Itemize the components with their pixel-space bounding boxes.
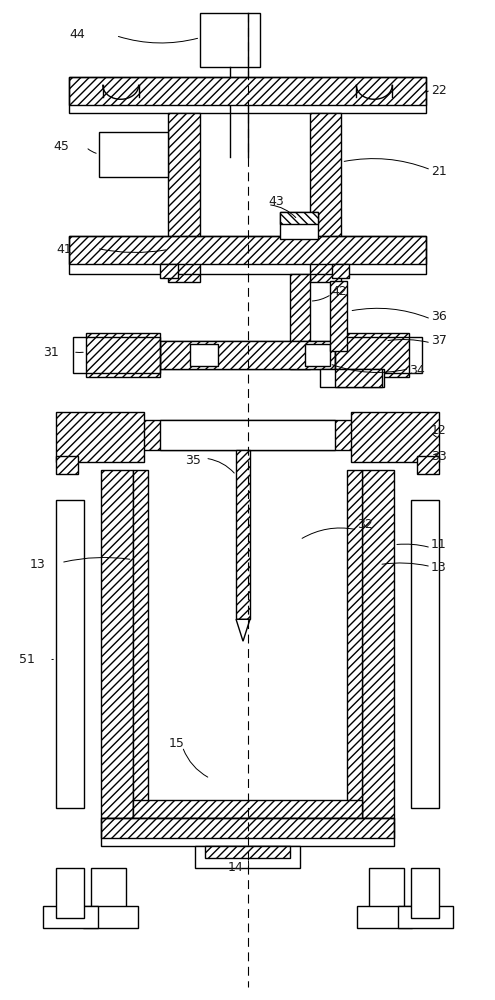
Bar — [56, 868, 84, 918]
Text: 44: 44 — [69, 28, 85, 41]
Bar — [133, 800, 362, 818]
Bar — [101, 818, 394, 846]
Text: 14: 14 — [228, 861, 244, 874]
Text: 36: 36 — [431, 310, 446, 323]
Bar — [347, 470, 362, 818]
Polygon shape — [236, 619, 250, 641]
Text: 31: 31 — [43, 346, 59, 359]
Bar — [69, 77, 426, 105]
Bar — [91, 868, 126, 918]
Bar — [73, 337, 160, 373]
Bar — [335, 369, 382, 387]
Bar — [56, 500, 84, 808]
Bar — [398, 906, 453, 928]
Bar — [320, 369, 384, 387]
Bar — [411, 500, 439, 808]
Text: 43: 43 — [268, 195, 284, 208]
Text: 12: 12 — [431, 424, 446, 437]
Text: 21: 21 — [431, 165, 446, 178]
Text: 45: 45 — [53, 140, 69, 153]
Bar — [69, 77, 426, 113]
Bar — [168, 113, 200, 282]
Bar — [160, 420, 335, 450]
Bar — [56, 456, 78, 474]
Bar — [56, 412, 144, 462]
Bar — [196, 846, 299, 868]
Text: 22: 22 — [431, 84, 446, 97]
Bar — [280, 212, 318, 224]
Bar — [330, 281, 347, 351]
Bar — [362, 470, 394, 818]
Text: 41: 41 — [56, 243, 72, 256]
Bar — [357, 906, 412, 928]
Bar — [73, 420, 422, 450]
Text: 33: 33 — [431, 450, 446, 463]
Bar — [133, 470, 148, 818]
Bar — [290, 274, 310, 369]
Bar — [280, 212, 318, 239]
Bar — [43, 906, 98, 928]
Bar — [101, 818, 394, 838]
Text: 37: 37 — [431, 334, 447, 347]
Bar — [236, 450, 250, 619]
Bar — [369, 868, 404, 918]
Bar — [160, 341, 335, 369]
Bar — [205, 846, 290, 858]
Bar — [305, 344, 330, 366]
Text: 11: 11 — [431, 538, 446, 551]
Text: 13: 13 — [431, 561, 446, 574]
Bar — [99, 132, 168, 177]
Bar — [160, 341, 335, 369]
Bar — [83, 906, 138, 928]
Bar — [335, 333, 409, 377]
Bar — [86, 333, 160, 377]
Bar — [351, 412, 439, 462]
Bar — [310, 113, 342, 282]
Text: 13: 13 — [29, 558, 45, 571]
Bar — [417, 456, 439, 474]
Text: 32: 32 — [357, 518, 373, 531]
Text: 35: 35 — [185, 454, 201, 467]
Bar — [335, 337, 422, 373]
Text: 34: 34 — [409, 364, 425, 377]
Text: 15: 15 — [168, 737, 184, 750]
Bar — [160, 264, 178, 278]
Bar — [411, 868, 439, 918]
Bar — [148, 470, 347, 818]
Text: 42: 42 — [332, 285, 347, 298]
Bar — [190, 344, 218, 366]
Bar — [69, 236, 426, 274]
Bar — [200, 13, 260, 67]
Bar — [101, 470, 133, 818]
Text: 51: 51 — [19, 653, 35, 666]
Bar — [69, 236, 426, 264]
Bar — [332, 264, 349, 278]
